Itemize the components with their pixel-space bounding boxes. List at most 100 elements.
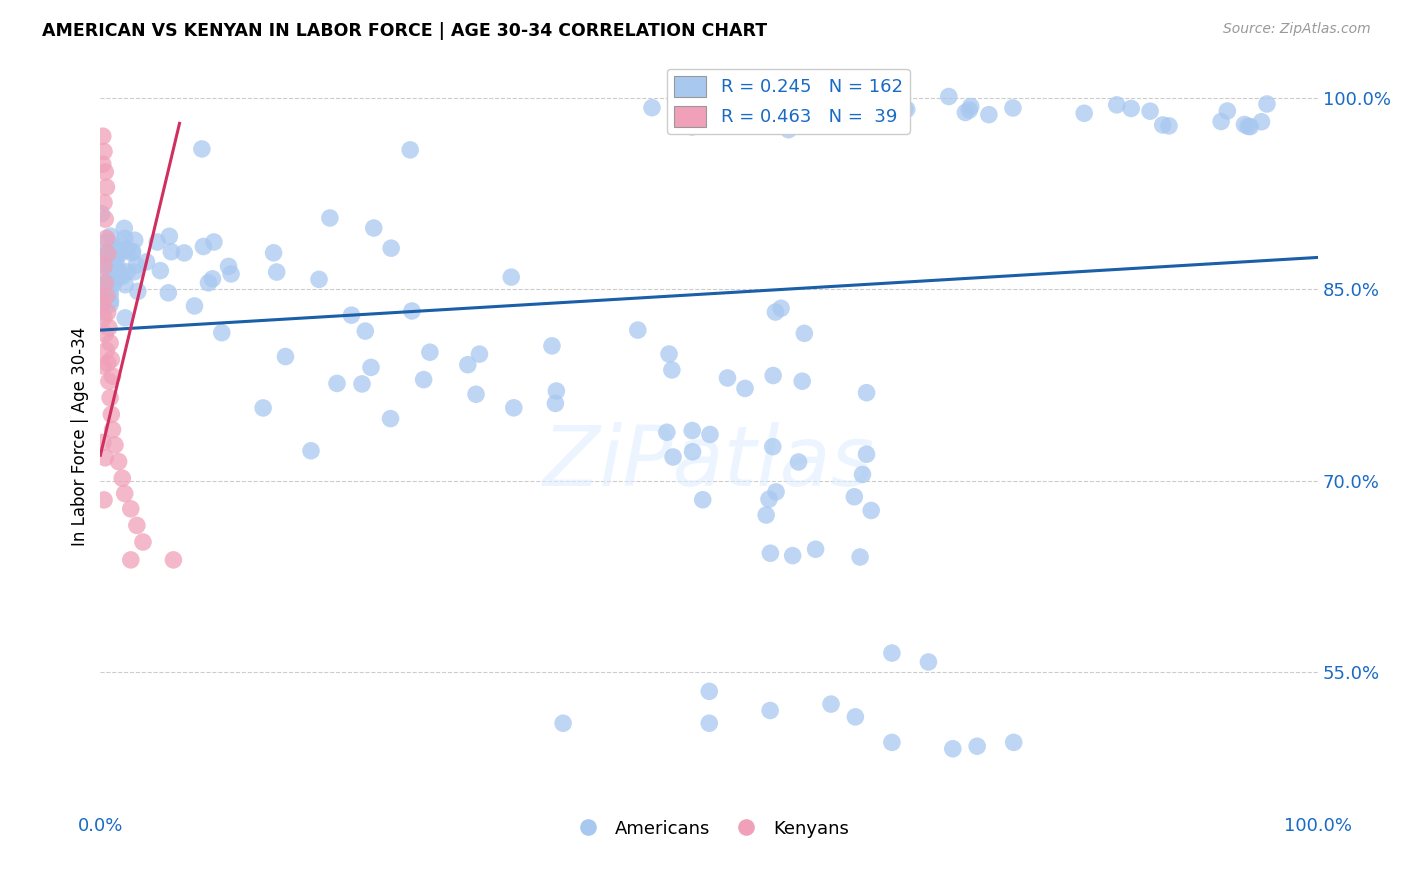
Point: [96, 180, 118, 194]
Point: [977, 108, 1000, 122]
Point: [157, 285, 180, 300]
Point: [849, 549, 872, 564]
Point: [697, 684, 720, 698]
Point: [96, 231, 118, 245]
Point: [100, 244, 122, 258]
Point: [100, 293, 122, 308]
Point: [1256, 97, 1278, 112]
Point: [108, 265, 131, 279]
Point: [880, 735, 903, 749]
Point: [957, 103, 980, 117]
Point: [845, 98, 868, 112]
Point: [465, 387, 488, 401]
Point: [299, 443, 322, 458]
Point: [544, 396, 567, 410]
Point: [132, 535, 155, 549]
Point: [692, 492, 714, 507]
Point: [183, 299, 205, 313]
Point: [97, 320, 120, 334]
Point: [115, 265, 138, 279]
Point: [105, 272, 128, 286]
Point: [759, 703, 782, 717]
Point: [97, 276, 120, 290]
Point: [120, 501, 142, 516]
Point: [1152, 118, 1174, 132]
Point: [93, 310, 115, 325]
Point: [100, 352, 122, 367]
Point: [90, 207, 112, 221]
Point: [844, 710, 866, 724]
Point: [681, 424, 703, 438]
Point: [855, 447, 877, 461]
Point: [502, 401, 524, 415]
Point: [124, 265, 146, 279]
Point: [412, 373, 434, 387]
Point: [419, 345, 441, 359]
Point: [787, 455, 810, 469]
Point: [218, 260, 240, 274]
Point: [93, 195, 115, 210]
Point: [354, 324, 377, 338]
Point: [121, 244, 143, 259]
Point: [1002, 735, 1025, 749]
Point: [201, 272, 224, 286]
Point: [468, 347, 491, 361]
Point: [380, 411, 402, 425]
Point: [804, 542, 827, 557]
Point: [959, 99, 981, 113]
Point: [1121, 102, 1143, 116]
Point: [160, 244, 183, 259]
Point: [93, 260, 115, 274]
Point: [96, 234, 118, 248]
Point: [91, 295, 114, 310]
Point: [778, 122, 800, 136]
Point: [91, 129, 114, 144]
Point: [173, 246, 195, 260]
Point: [697, 716, 720, 731]
Point: [211, 326, 233, 340]
Point: [108, 245, 131, 260]
Point: [93, 145, 115, 159]
Point: [765, 305, 787, 319]
Point: [91, 359, 114, 373]
Point: [756, 93, 779, 107]
Point: [124, 233, 146, 247]
Point: [501, 270, 523, 285]
Point: [1073, 106, 1095, 120]
Point: [942, 741, 965, 756]
Point: [758, 492, 780, 507]
Point: [762, 440, 785, 454]
Point: [121, 246, 143, 260]
Point: [91, 288, 114, 302]
Point: [107, 455, 129, 469]
Point: [120, 553, 142, 567]
Point: [98, 391, 121, 405]
Point: [97, 356, 120, 370]
Point: [716, 371, 738, 385]
Point: [541, 339, 564, 353]
Point: [108, 268, 131, 283]
Point: [125, 518, 148, 533]
Point: [125, 258, 148, 272]
Point: [94, 256, 117, 270]
Point: [350, 376, 373, 391]
Point: [762, 368, 785, 383]
Point: [114, 310, 136, 325]
Point: [792, 374, 814, 388]
Point: [319, 211, 342, 225]
Point: [896, 103, 918, 117]
Point: [759, 546, 782, 560]
Point: [782, 549, 804, 563]
Point: [1001, 101, 1024, 115]
Point: [880, 646, 903, 660]
Point: [111, 238, 134, 252]
Point: [162, 553, 184, 567]
Point: [96, 343, 118, 358]
Text: ZiPatlas: ZiPatlas: [543, 422, 876, 503]
Point: [93, 291, 115, 305]
Point: [127, 285, 149, 299]
Point: [193, 239, 215, 253]
Point: [114, 277, 136, 292]
Point: [308, 272, 330, 286]
Point: [96, 256, 118, 270]
